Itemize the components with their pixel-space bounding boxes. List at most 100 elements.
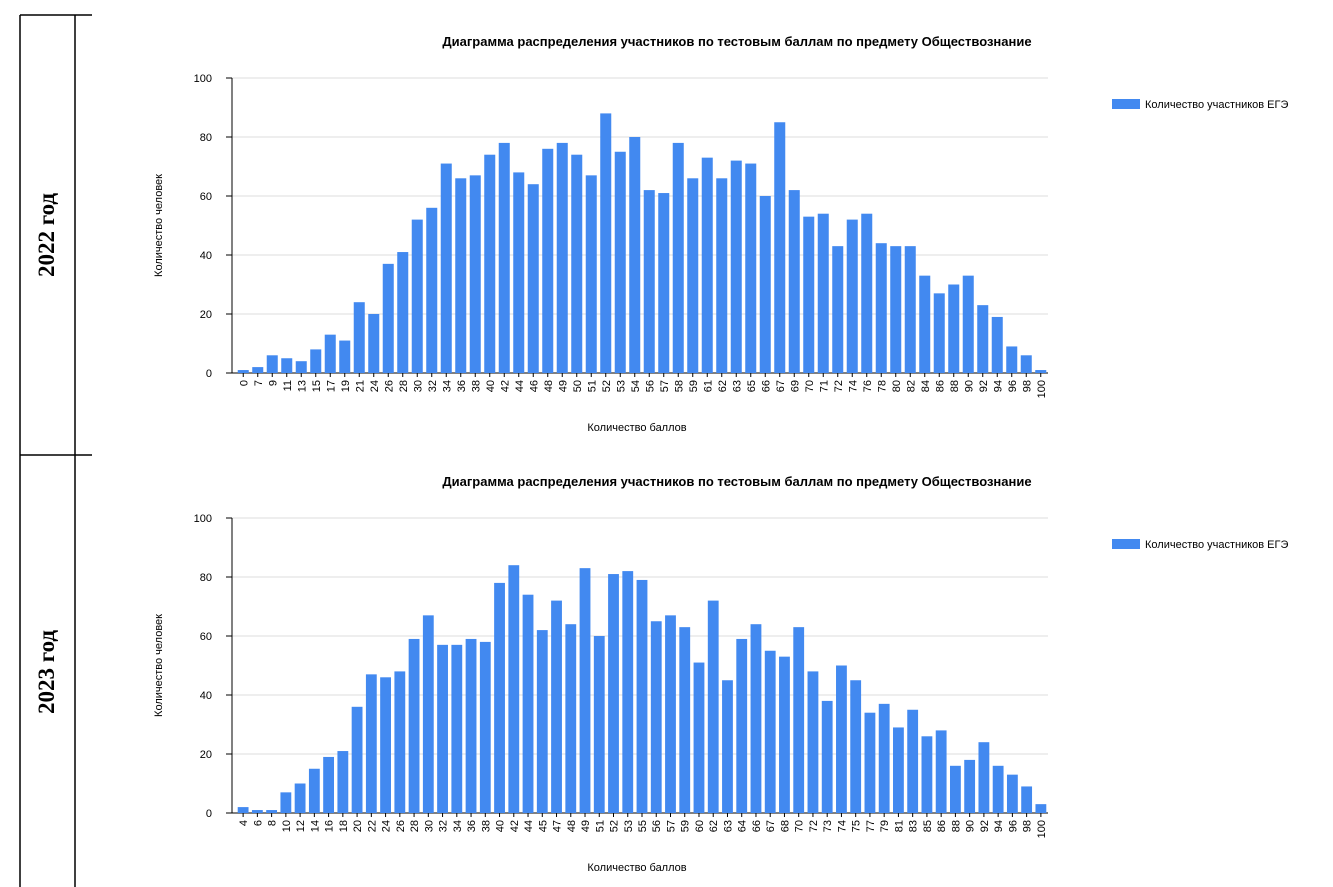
bar: [750, 624, 762, 813]
bar: [890, 246, 902, 373]
bar: [793, 627, 805, 813]
x-tick-label: 45: [537, 820, 549, 832]
bar: [508, 565, 520, 813]
bar: [665, 615, 676, 813]
bar: [643, 190, 655, 373]
x-tick-label: 44: [514, 380, 526, 392]
bar: [679, 627, 691, 813]
x-tick-label: 63: [722, 820, 734, 832]
bar: [465, 638, 477, 813]
x-tick-label: 46: [528, 380, 540, 392]
x-tick-label: 94: [992, 380, 1004, 392]
bar: [832, 246, 844, 373]
bar: [978, 742, 990, 813]
x-tick-label: 86: [934, 380, 946, 392]
x-tick-label: 85: [922, 820, 934, 832]
x-tick-label: 18: [338, 820, 350, 832]
x-tick-label: 74: [847, 380, 859, 392]
x-tick-label: 28: [398, 380, 410, 392]
bar: [759, 196, 771, 373]
x-tick-label: 22: [366, 820, 378, 832]
x-tick-label: 32: [427, 380, 439, 392]
bar: [846, 219, 858, 373]
x-tick-label: 11: [282, 380, 294, 391]
x-tick-label: 34: [452, 820, 464, 832]
x-tick-label: 57: [665, 820, 677, 832]
bar: [622, 571, 634, 813]
x-tick-label: 86: [936, 820, 948, 832]
bar: [469, 175, 481, 373]
x-tick-label: 74: [836, 820, 848, 832]
legend-label: Количество участников ЕГЭ: [1145, 539, 1288, 551]
x-tick-label: 6: [252, 820, 264, 826]
bar: [949, 765, 961, 813]
x-tick-label: 34: [441, 380, 453, 392]
bar: [977, 305, 989, 373]
x-tick-label: 49: [557, 380, 569, 392]
x-tick-label: 54: [630, 380, 642, 392]
x-tick-label: 84: [920, 380, 932, 392]
y-tick-label: 60: [200, 191, 212, 203]
bar: [864, 712, 876, 813]
bar: [251, 810, 263, 813]
x-tick-label: 66: [760, 380, 772, 392]
x-tick-label: 77: [865, 820, 877, 832]
x-tick-label: 100: [1036, 820, 1048, 838]
bar: [280, 792, 292, 813]
bar: [394, 671, 406, 813]
x-tick-label: 70: [794, 820, 806, 832]
y-tick-label: 100: [194, 513, 212, 525]
x-tick-label: 64: [737, 820, 749, 832]
x-tick-label: 92: [978, 380, 990, 392]
bar: [426, 207, 438, 373]
bar: [764, 650, 776, 813]
bar: [337, 751, 349, 813]
x-tick-label: 44: [523, 820, 535, 832]
bar: [368, 314, 380, 373]
legend-swatch: [1112, 539, 1140, 549]
bar: [252, 367, 264, 373]
x-tick-label: 88: [949, 380, 961, 392]
x-tick-label: 59: [688, 380, 700, 392]
bar: [629, 137, 641, 373]
x-tick-label: 8: [267, 820, 279, 826]
x-tick-label: 92: [979, 820, 991, 832]
x-tick-label: 69: [789, 380, 801, 392]
x-tick-label: 7: [253, 380, 265, 386]
x-tick-label: 49: [580, 820, 592, 832]
bar: [479, 641, 491, 813]
x-tick-label: 67: [765, 820, 777, 832]
bar: [919, 275, 931, 373]
table-borders: [19, 14, 92, 887]
bar: [353, 302, 365, 373]
bar: [382, 263, 394, 373]
x-tick-label: 100: [1036, 380, 1048, 398]
x-tick-label: 82: [905, 380, 917, 392]
bar: [948, 284, 960, 373]
bar: [351, 706, 363, 813]
x-tick-label: 21: [354, 380, 366, 392]
bar: [294, 783, 306, 813]
bar: [522, 594, 534, 813]
bar: [861, 213, 873, 373]
bar: [542, 148, 554, 373]
x-tick-label: 9: [267, 380, 279, 386]
x-tick-label: 36: [466, 820, 478, 832]
bar: [237, 370, 249, 373]
row-label: 2022 год: [34, 193, 59, 277]
x-tick-label: 56: [651, 820, 663, 832]
bar: [295, 361, 307, 373]
x-tick-label: 55: [637, 820, 649, 832]
x-tick-label: 66: [751, 820, 763, 832]
x-tick-label: 73: [822, 820, 834, 832]
x-tick-label: 32: [438, 820, 450, 832]
chart: Диаграмма распределения участников по те…: [153, 474, 1288, 874]
bar: [494, 582, 505, 813]
bar: [693, 662, 705, 813]
y-tick-label: 0: [206, 368, 212, 380]
bar: [237, 807, 249, 813]
bar: [701, 157, 713, 373]
x-tick-label: 10: [281, 820, 293, 832]
x-axis-label: Количество баллов: [587, 422, 686, 434]
bar: [579, 568, 591, 813]
